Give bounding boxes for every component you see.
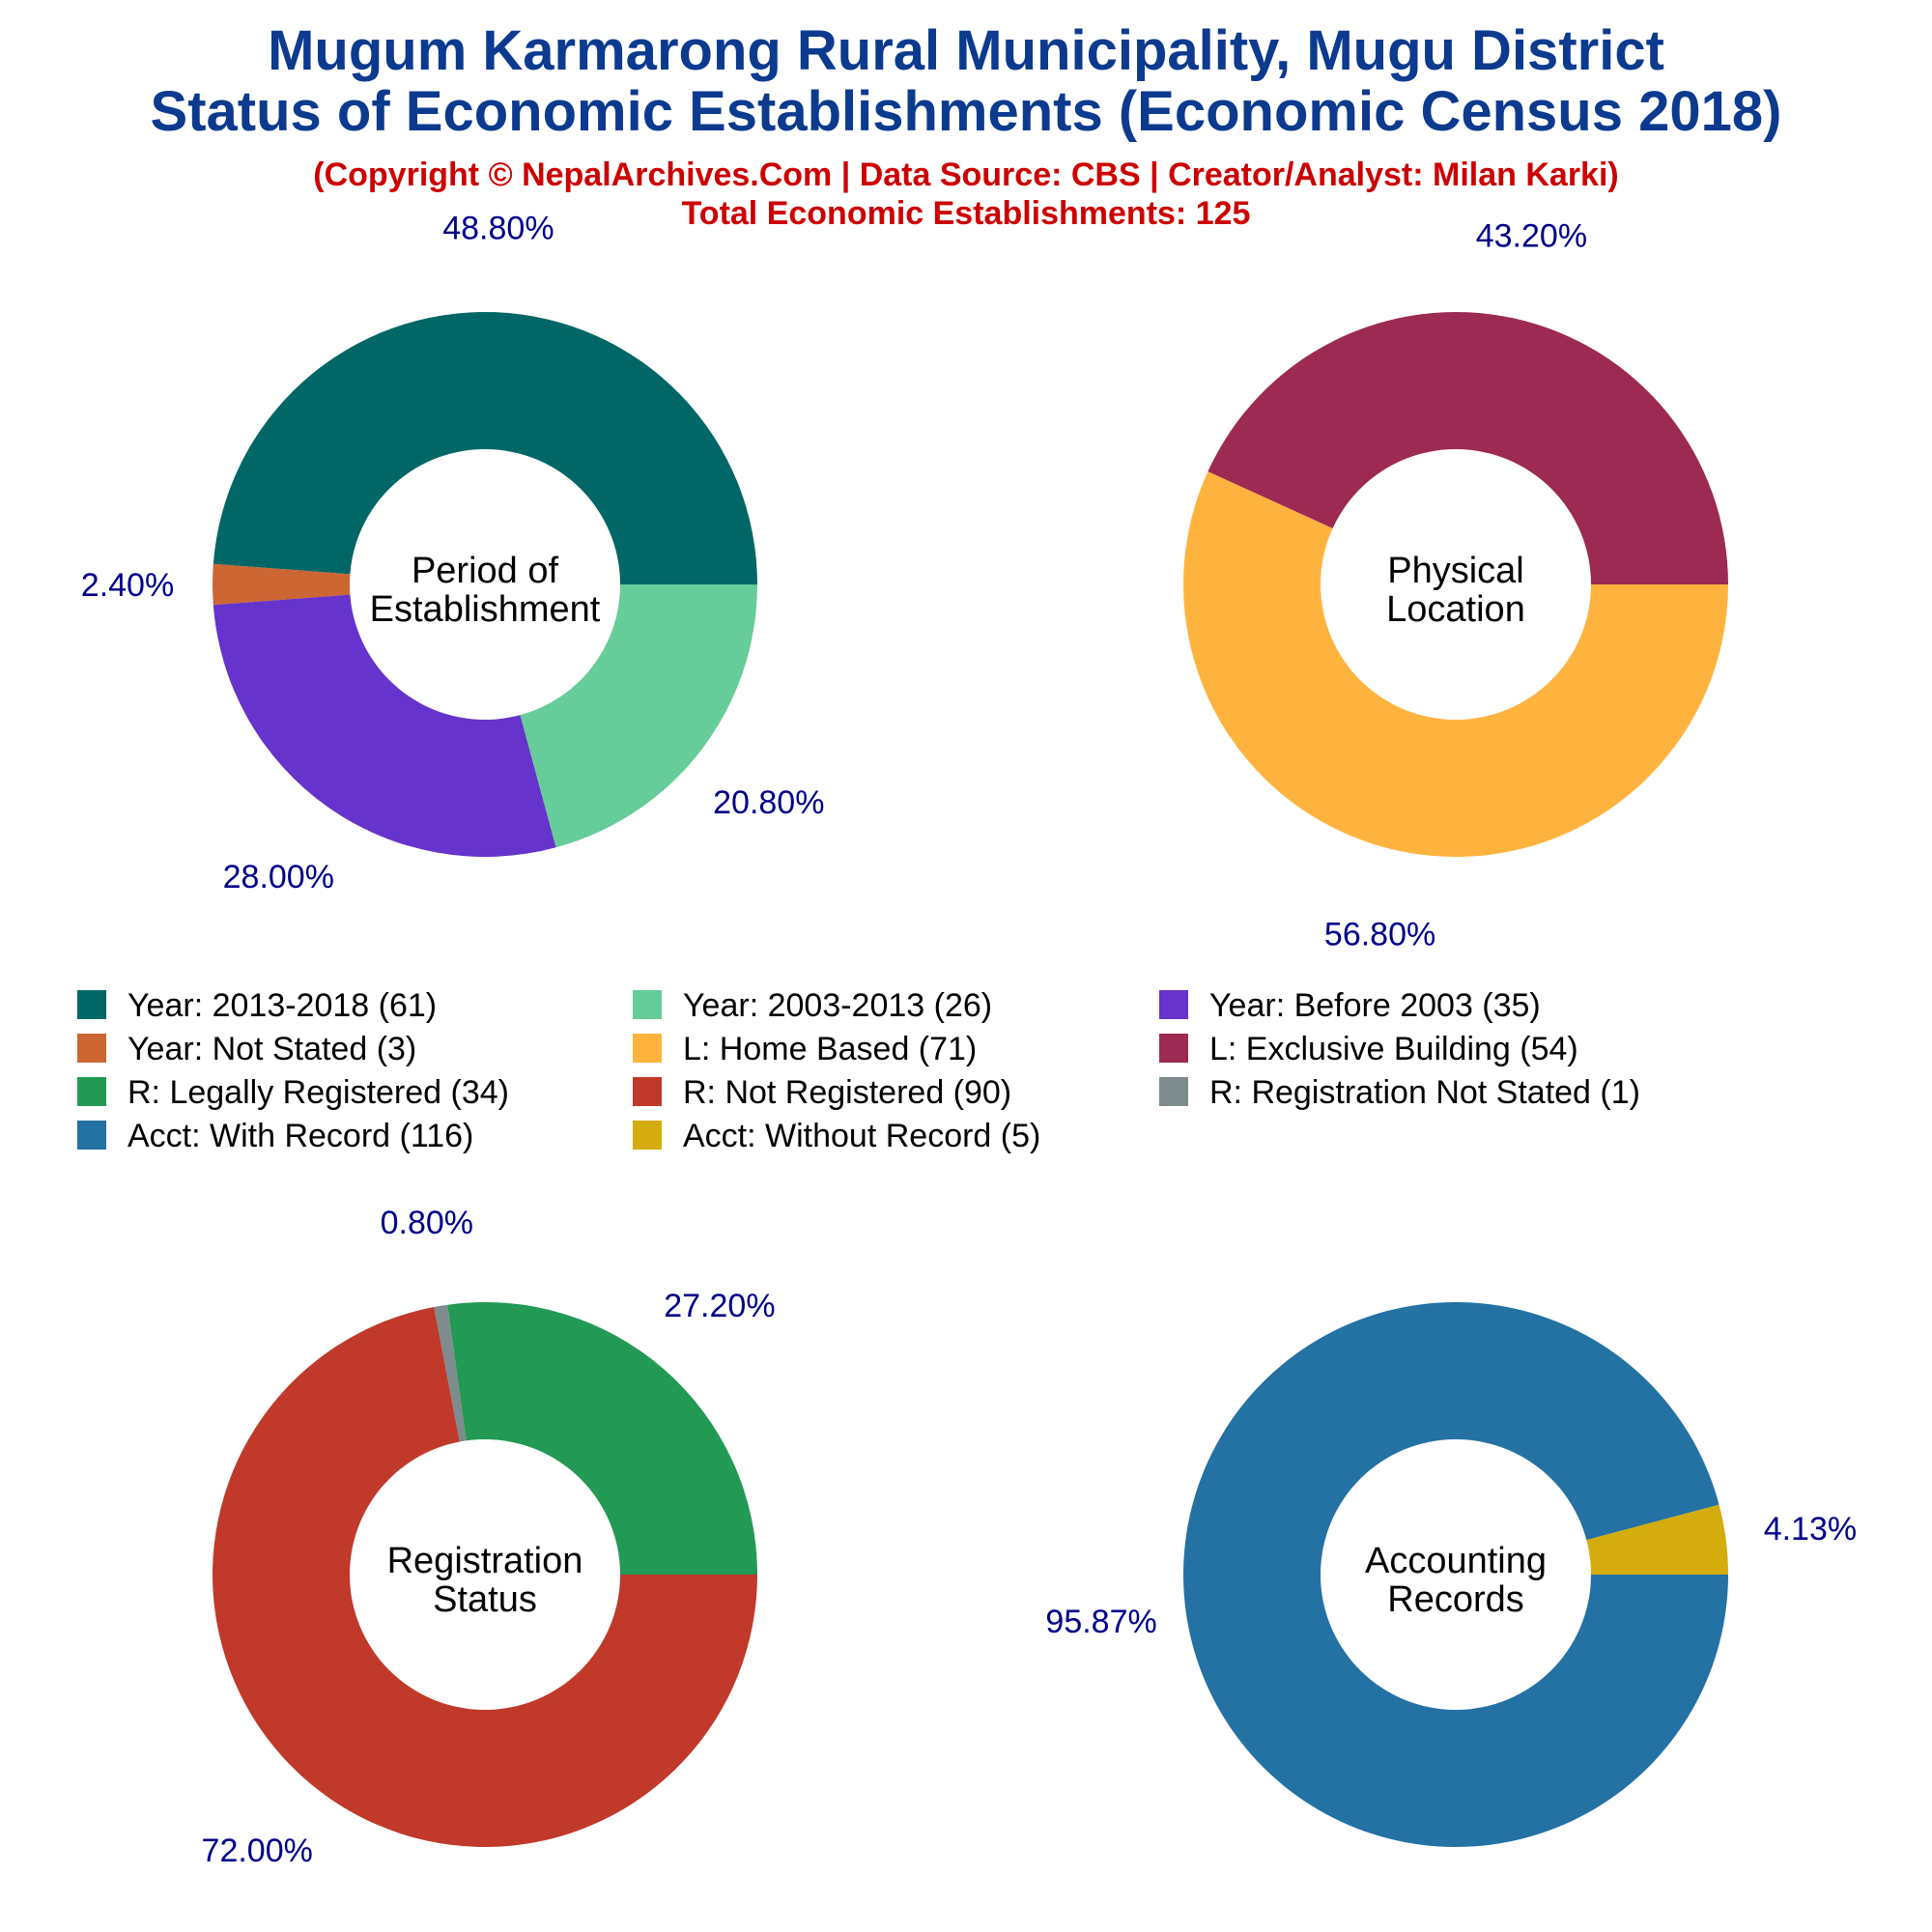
legend-label: Year: Not Stated (3) [128,1031,416,1067]
legend-item: Acct: With Record (116) [77,1118,473,1154]
donut-center-label: Location [1386,589,1525,630]
donut-center-label: Establishment [370,589,601,630]
legend-label: L: Exclusive Building (54) [1209,1031,1578,1067]
donut-center-label: Physical [1387,551,1524,591]
legend-item: L: Exclusive Building (54) [1159,1031,1578,1067]
legend-label: Year: Before 2003 (35) [1209,987,1541,1024]
legend-label: R: Legally Registered (34) [128,1074,509,1111]
slice-percent-label: 48.80% [442,210,554,246]
legend-item: R: Registration Not Stated (1) [1159,1074,1640,1111]
slice-percent-label: 43.20% [1476,217,1587,254]
legend-swatch [77,1121,106,1150]
legend-swatch [633,1077,662,1106]
legend-item: Year: Before 2003 (35) [1159,987,1541,1024]
legend-swatch [77,990,106,1019]
legend-label: Acct: Without Record (5) [683,1118,1040,1154]
slice-year-2013-2018 [213,311,758,584]
slice-percent-label: 0.80% [381,1205,473,1241]
chart-title-line1: Mugum Karmarong Rural Municipality, Mugu… [268,19,1664,82]
slice-percent-label: 28.00% [223,859,334,895]
donut-hole [350,449,620,720]
donut-center-label: Accounting [1365,1541,1547,1581]
legend-swatch [1159,1077,1188,1106]
legend-swatch [77,1077,106,1106]
donut-center-label: Records [1387,1579,1524,1620]
legend-item: L: Home Based (71) [633,1031,977,1067]
legend-item: R: Not Registered (90) [633,1074,1011,1111]
legend-swatch [1159,1034,1188,1063]
slice-l-exclusive-building [1208,312,1728,584]
donut-chart-1: 48.80% 2.40% 28.00% 20.80% Period ofEstablis… [81,210,825,895]
legend-swatch [1159,990,1188,1019]
donut-center-label: Status [433,1579,537,1620]
legend-item: Year: 2003-2013 (26) [633,987,992,1024]
donut-hole [350,1439,620,1710]
chart-title-line2: Status of Economic Establishments (Econo… [151,80,1782,143]
legend-item: R: Legally Registered (34) [77,1074,509,1111]
donut-center-label: Registration [387,1541,583,1581]
donut-charts: 48.80% 2.40% 28.00% 20.80% Period ofEstablis… [81,210,1857,1869]
slice-percent-label: 95.87% [1045,1604,1156,1640]
legend-swatch [77,1034,106,1063]
legend-label: L: Home Based (71) [683,1031,977,1067]
legend-label: Acct: With Record (116) [128,1118,473,1154]
slice-percent-label: 4.13% [1764,1511,1857,1548]
total-establishments-text: Total Economic Establishments: 125 [682,195,1251,232]
donut-hole [1321,1439,1591,1710]
donut-hole [1321,449,1591,720]
donut-center-label: Period of [412,551,559,591]
slice-year-not-stated [212,563,485,606]
legend-item: Year: 2013-2018 (61) [77,987,437,1024]
legend-label: R: Not Registered (90) [683,1074,1011,1111]
legend-item: Acct: Without Record (5) [633,1118,1040,1154]
legend-label: R: Registration Not Stated (1) [1209,1074,1640,1111]
legend-label: Year: 2013-2018 (61) [128,987,437,1024]
legend-swatch [633,1034,662,1063]
slice-percent-label: 72.00% [202,1833,313,1869]
legend: Year: 2013-2018 (61) Year: 2003-2013 (26)… [77,987,1640,1154]
slice-percent-label: 56.80% [1324,917,1435,953]
legend-swatch [633,1121,662,1150]
slice-percent-label: 2.40% [81,567,174,604]
legend-item: Year: Not Stated (3) [77,1031,416,1067]
legend-label: Year: 2003-2013 (26) [683,987,992,1024]
slice-percent-label: 20.80% [713,784,824,821]
slice-percent-label: 27.20% [664,1288,775,1324]
legend-swatch [633,990,662,1019]
copyright-text: (Copyright © NepalArchives.Com | Data So… [313,156,1618,193]
